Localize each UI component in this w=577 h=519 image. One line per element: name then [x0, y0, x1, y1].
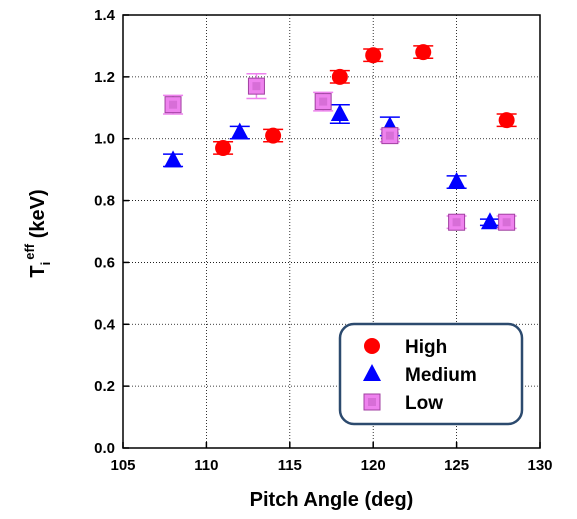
- square-marker-core: [385, 131, 394, 140]
- x-axis-label: Pitch Angle (deg): [250, 489, 414, 511]
- square-marker-core: [319, 97, 328, 106]
- series-low: [163, 73, 517, 231]
- legend-label: Low: [405, 393, 443, 414]
- square-point: [247, 77, 265, 95]
- y-tick-label: 0.6: [94, 254, 115, 271]
- circle-point: [415, 44, 432, 61]
- axes: 105 110 115 120 125 130 0.0 0.2 0.4 0.6 0.8 1.0 1.2 1…: [94, 7, 552, 474]
- square-marker-core: [452, 218, 461, 227]
- circle-point: [498, 112, 515, 129]
- triangle-point: [447, 172, 466, 190]
- y-axis-label: Tieff (keV): [22, 189, 53, 277]
- square-point: [314, 93, 332, 111]
- legend-item-high: High: [364, 337, 447, 358]
- legend-item-low: Low: [363, 393, 443, 414]
- legend-box: [338, 322, 524, 426]
- square-marker-core: [502, 218, 511, 227]
- data-points: [163, 44, 517, 231]
- square-point: [164, 96, 182, 114]
- y-tick-label: 0.2: [94, 378, 115, 395]
- series-medium: [163, 103, 500, 230]
- circle-point: [365, 47, 382, 64]
- x-tick-label: 130: [527, 457, 552, 474]
- square-point: [498, 213, 516, 231]
- square-marker-core: [368, 398, 376, 406]
- triangle-point: [230, 122, 249, 140]
- x-tick-label: 110: [194, 457, 218, 474]
- square-point: [381, 127, 399, 145]
- y-tick-label: 0.8: [94, 193, 115, 210]
- y-tick-label: 0.0: [94, 440, 115, 457]
- square-marker-core: [252, 82, 261, 91]
- square-marker-core: [169, 100, 178, 109]
- x-tick-label: 125: [444, 457, 469, 474]
- legend-circle-icon: [364, 338, 380, 354]
- axis-labels: Pitch Angle (deg) Tieff (keV): [22, 189, 413, 511]
- circle-point: [331, 68, 348, 85]
- circle-point: [215, 139, 232, 156]
- plot-frame: [122, 14, 541, 449]
- legend-square-icon: [363, 393, 381, 411]
- triangle-point: [330, 103, 349, 121]
- x-tick-label: 105: [110, 457, 135, 474]
- series-high: [213, 44, 517, 156]
- legend-label: High: [405, 337, 447, 358]
- x-tick-label: 115: [278, 457, 302, 474]
- legend-item-medium: Medium: [363, 364, 477, 386]
- y-tick-label: 1.0: [94, 131, 115, 148]
- triangle-point: [164, 150, 183, 168]
- legend-triangle-icon: [363, 364, 381, 381]
- legend-label: Medium: [405, 365, 477, 386]
- y-tick-label: 0.4: [94, 316, 116, 333]
- circle-point: [265, 127, 282, 144]
- y-tick-label: 1.4: [94, 7, 116, 24]
- triangle-point: [480, 212, 499, 230]
- y-tick-label: 1.2: [94, 69, 115, 86]
- x-tick-label: 120: [361, 457, 386, 474]
- legend: High Medium Low: [338, 322, 524, 426]
- square-point: [448, 213, 466, 231]
